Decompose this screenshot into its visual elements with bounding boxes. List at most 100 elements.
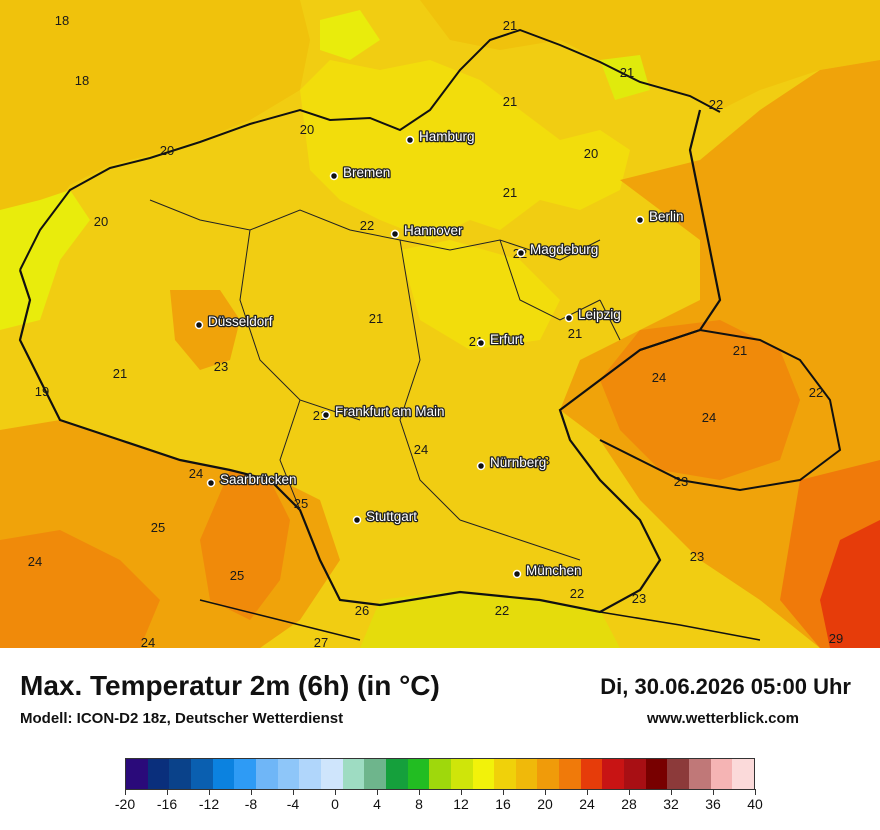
- temperature-value-label: 22: [709, 97, 723, 112]
- colorbar: [125, 758, 755, 790]
- colorbar-ticks: -20 -16 -12 -8 -4 0 4 8 12 16 20 24 28 32 36 40: [115, 789, 763, 816]
- temperature-value-label: 22: [495, 603, 509, 618]
- colorbar-segment: [472, 759, 495, 789]
- colorbar-segment: [559, 759, 581, 789]
- temperature-value-label: 21: [503, 94, 517, 109]
- temperature-value-label: 19: [35, 384, 49, 399]
- hot-zone-extreme: [820, 520, 880, 648]
- colorbar-tick-label: -16: [147, 789, 187, 812]
- colorbar-segment: [732, 759, 755, 789]
- colorbar-segment: [580, 759, 603, 789]
- city-label: Stuttgart: [366, 509, 417, 524]
- colorbar-segment: [385, 759, 408, 789]
- colorbar-segment: [667, 759, 690, 789]
- warm-zone-center: [400, 240, 560, 350]
- temperature-value-label: 24: [28, 554, 42, 569]
- colorbar-tick-label: 4: [357, 789, 397, 812]
- warm-zone-light: [600, 55, 650, 100]
- city-marker-dot: [476, 461, 486, 471]
- temperature-value-label: 25: [151, 520, 165, 535]
- colorbar-tick-label: 0: [315, 789, 355, 812]
- temperature-map: 1818202121212220202021222221212121232119…: [0, 0, 880, 648]
- city-label: Magdeburg: [530, 242, 598, 257]
- colorbar-tick-label: 24: [567, 789, 607, 812]
- colorbar-tick-label: 16: [483, 789, 523, 812]
- temperature-value-label: 24: [414, 442, 428, 457]
- temperature-value-label: 21: [369, 311, 383, 326]
- city-label: Hamburg: [419, 129, 475, 144]
- coastline: [19, 28, 721, 271]
- colorbar-tick-label: 40: [735, 789, 775, 812]
- colorbar-segment: [277, 759, 300, 789]
- temperature-value-label: 21: [733, 343, 747, 358]
- footer: Max. Temperatur 2m (6h) (in °C) Modell: …: [0, 648, 880, 830]
- colorbar-segment: [342, 759, 365, 789]
- city-label: München: [526, 563, 582, 578]
- temperature-value-label: 24: [702, 410, 716, 425]
- colorbar-tick-label: 20: [525, 789, 565, 812]
- model-info: Modell: ICON-D2 18z, Deutscher Wetterdie…: [20, 710, 344, 727]
- colorbar-tick-label: 36: [693, 789, 733, 812]
- colorbar-tick-label: -8: [231, 789, 271, 812]
- hot-zone-ruhr: [170, 290, 240, 370]
- city-marker-dot: [321, 410, 331, 420]
- colorbar-segment: [407, 759, 430, 789]
- city-label: Düsseldorf: [208, 314, 273, 329]
- colorbar-segment: [190, 759, 213, 789]
- city-label: Berlin: [649, 209, 684, 224]
- swiss-border: [199, 599, 761, 641]
- city-label: Saarbrücken: [220, 472, 297, 487]
- colorbar-tick-label: 8: [399, 789, 439, 812]
- czech-border: [599, 328, 842, 492]
- colorbar-segment: [710, 759, 733, 789]
- city-marker-dot: [476, 338, 486, 348]
- colorbar-segment: [169, 759, 191, 789]
- temperature-value-label: 24: [189, 466, 203, 481]
- city-label: Leipzig: [578, 307, 621, 322]
- forecast-datetime: Di, 30.06.2026 05:00 Uhr: [600, 674, 851, 699]
- colorbar-tick-label: 12: [441, 789, 481, 812]
- colorbar-tick-label: 28: [609, 789, 649, 812]
- temperature-value-label: 22: [570, 586, 584, 601]
- colorbar-segment: [537, 759, 560, 789]
- colorbar-segment: [234, 759, 256, 789]
- city-marker-dot: [329, 171, 339, 181]
- colorbar-tick-label: -12: [189, 789, 229, 812]
- north-sea: [0, 0, 310, 270]
- temperature-value-label: 21: [503, 185, 517, 200]
- temperature-value-label: 23: [690, 549, 704, 564]
- warm-zone-north: [300, 60, 630, 240]
- temperature-value-label: 20: [300, 122, 314, 137]
- colorbar-segment: [255, 759, 278, 789]
- temperature-value-label: 26: [355, 603, 369, 618]
- hot-zone-bohemia: [600, 320, 800, 480]
- temperature-value-label: 23: [674, 474, 688, 489]
- temperature-value-label: 23: [214, 359, 228, 374]
- city-marker-dot: [516, 248, 526, 258]
- colorbar-segment: [364, 759, 386, 789]
- germany-border: [18, 109, 722, 614]
- temperature-value-label: 18: [75, 73, 89, 88]
- temperature-value-label: 20: [160, 143, 174, 158]
- temperature-value-label: 25: [294, 496, 308, 511]
- city-label: Frankfurt am Main: [335, 404, 445, 419]
- city-markers: Hamburg Bremen Hannover Berlin Magdeburg Düss…: [194, 128, 685, 579]
- state-borders: [149, 199, 621, 561]
- temperature-value-label: 27: [314, 635, 328, 648]
- hot-zone-southwest-strong: [0, 530, 160, 648]
- city-label: Bremen: [343, 165, 390, 180]
- temperature-value-label: 21: [568, 326, 582, 341]
- city-marker-dot: [194, 320, 204, 330]
- website-link[interactable]: www.wetterblick.com: [647, 710, 799, 727]
- city-label: Erfurt: [490, 332, 523, 347]
- baltic-sea: [420, 0, 880, 110]
- temperature-value-labels: 1818202121212220202021222221212121232119…: [28, 13, 843, 648]
- temperature-value-label: 18: [55, 13, 69, 28]
- city-marker-dot: [352, 515, 362, 525]
- warm-zone-coast: [0, 190, 90, 330]
- colorbar-tick-label: -4: [273, 789, 313, 812]
- temperature-value-label: 22: [809, 385, 823, 400]
- colorbar-segment: [494, 759, 516, 789]
- colorbar-tick-label: 32: [651, 789, 691, 812]
- temperature-value-label: 23: [536, 453, 550, 468]
